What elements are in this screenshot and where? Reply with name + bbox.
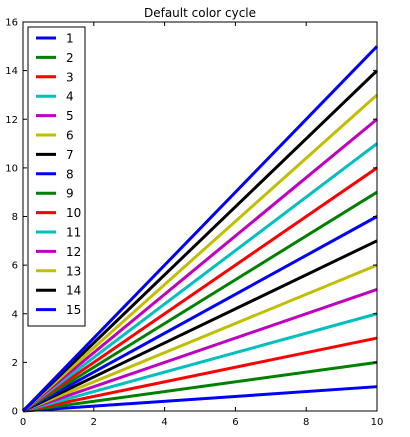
series-line-2	[22, 360, 378, 413]
y-tick-label: 12	[5, 115, 18, 126]
x-tick-label: 4	[161, 417, 167, 428]
legend-label-1: 1	[66, 32, 74, 46]
y-tick-label: 4	[12, 309, 18, 320]
y-tick-label: 2	[12, 358, 18, 369]
legend-label-7: 7	[66, 148, 74, 162]
series-line-14	[21, 69, 379, 413]
series-line-8	[22, 215, 378, 413]
y-tick-label: 16	[5, 18, 18, 29]
series-line-7	[22, 239, 378, 413]
plot-area: 0 2 4 6 8 10024681012141612345678910111213141…	[5, 18, 383, 429]
series-line-10	[22, 166, 378, 413]
legend-label-11: 11	[66, 226, 81, 240]
legend-label-10: 10	[66, 206, 81, 220]
series-line-11	[22, 142, 378, 413]
y-tick-label: 10	[5, 163, 18, 174]
legend-label-8: 8	[66, 167, 74, 181]
legend-label-12: 12	[66, 245, 81, 259]
y-tick-label: 6	[12, 261, 18, 272]
series-line-9	[22, 190, 378, 413]
x-tick-label: 2	[91, 417, 97, 428]
legend-label-13: 13	[66, 264, 81, 278]
x-tick-label: 10	[371, 417, 384, 428]
x-tick-label: 6	[232, 417, 238, 428]
legend-label-15: 15	[66, 303, 81, 317]
legend-label-5: 5	[66, 109, 74, 123]
legend-label-3: 3	[66, 70, 74, 84]
legend-label-6: 6	[66, 129, 74, 143]
chart-title: Default color cycle	[144, 6, 256, 20]
series-line-13	[22, 93, 378, 413]
series-line-15	[21, 45, 379, 413]
series-line-4	[22, 312, 378, 413]
y-tick-label: 14	[5, 66, 18, 77]
x-tick-label: 8	[303, 417, 309, 428]
series-line-3	[22, 336, 378, 413]
legend-box	[27, 26, 86, 327]
legend-label-2: 2	[66, 51, 74, 65]
series-line-1	[22, 385, 378, 413]
series-line-12	[22, 118, 378, 413]
legend-label-4: 4	[66, 90, 74, 104]
legend-label-14: 14	[66, 284, 81, 298]
y-tick-label: 0	[12, 407, 18, 418]
legend-label-9: 9	[66, 187, 74, 201]
x-tick-label: 0	[20, 417, 26, 428]
y-tick-label: 8	[12, 212, 18, 223]
series-line-6	[22, 263, 378, 413]
series-line-5	[22, 288, 378, 413]
